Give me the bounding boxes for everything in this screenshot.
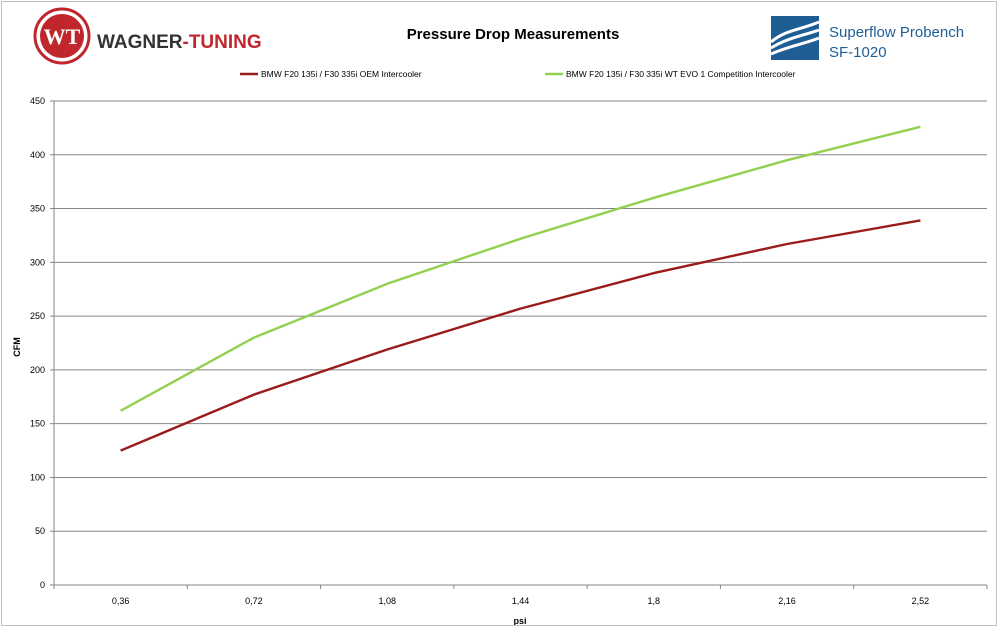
superflow-logo: Superflow Probench SF-1020 [770,16,964,61]
x-tick-label: 2,16 [778,596,796,606]
y-tick-label: 300 [30,257,45,267]
x-tick-label: 0,36 [112,596,130,606]
logo-mark: WT [44,24,81,49]
series-line-evo [120,125,921,412]
x-tick-label: 1,08 [378,596,396,606]
y-tick-label: 250 [30,311,45,321]
wagner-tuning-logo: WT WAGNER-TUNING [33,7,262,65]
y-tick-label: 50 [35,526,45,536]
legend-label: BMW F20 135i / F30 335i OEM Intercooler [261,69,422,79]
x-tick-label: 1,8 [648,596,661,606]
chart-title: Pressure Drop Measurements [407,26,620,43]
brand-name: WAGNER-TUNING [97,32,262,53]
legend: BMW F20 135i / F30 335i OEM Intercooler B… [240,69,796,79]
y-tick-label: 450 [30,96,45,106]
y-tick-label: 400 [30,150,45,160]
x-tick-label: 2,52 [912,596,930,606]
brand-name-a: WAGNER [97,32,183,53]
y-tick-label: 0 [40,580,45,590]
superflow-line2: SF-1020 [829,44,887,61]
series-layer [120,125,921,452]
brand-name-b: -TUNING [183,32,262,53]
axes: 0 50 100 150 200 250 300 350 400 450 0,36 0,72 1,08 1… [30,96,988,606]
series-line-oem [120,219,921,452]
y-tick-label: 200 [30,365,45,375]
x-tick-label: 1,44 [512,596,530,606]
y-tick-label: 100 [30,472,45,482]
x-axis-label: psi [513,616,526,626]
y-axis-label: CFM [12,337,22,357]
grid [54,100,987,532]
y-tick-label: 350 [30,204,45,214]
legend-label: BMW F20 135i / F30 335i WT EVO 1 Competi… [566,69,796,79]
x-tick-label: 0,72 [245,596,263,606]
superflow-line1: Superflow Probench [829,24,964,41]
y-tick-label: 150 [30,419,45,429]
